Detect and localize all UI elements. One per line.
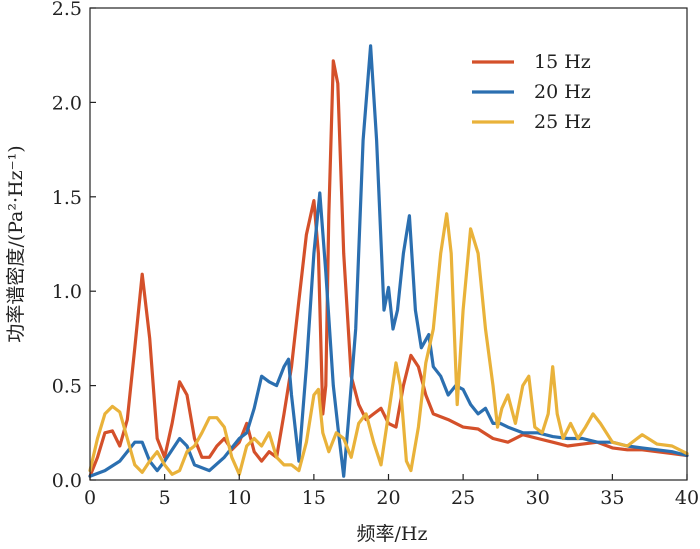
y-axis-ticks: 0.0 0.5 1.0 1.5 2.0 2.5 — [52, 0, 96, 492]
x-tick-label: 5 — [159, 487, 171, 509]
x-tick-label: 25 — [451, 487, 475, 509]
legend-label-1: 15 Hz — [534, 51, 591, 73]
legend-label-2: 20 Hz — [534, 81, 591, 103]
series-line-1 — [88, 59, 689, 478]
legend: 15 Hz 20 Hz 25 Hz — [472, 51, 591, 133]
x-tick-label: 20 — [376, 487, 400, 509]
y-tick-label: 0.0 — [52, 470, 82, 492]
y-tick-label: 1.5 — [52, 187, 82, 209]
series-line-3 — [88, 212, 689, 476]
x-tick-label: 0 — [84, 487, 96, 509]
y-tick-label: 1.0 — [52, 281, 82, 303]
x-axis-ticks: 0 5 10 15 20 25 30 35 40 — [84, 474, 699, 509]
y-tick-label: 0.5 — [52, 376, 82, 398]
series-layer — [88, 44, 689, 478]
y-axis-label: 功率谱密度/(Pa²·Hz⁻¹) — [5, 145, 27, 342]
x-tick-label: 10 — [227, 487, 251, 509]
series-line-2 — [88, 44, 689, 478]
x-tick-label: 30 — [526, 487, 550, 509]
x-axis-label: 频率/Hz — [357, 523, 428, 545]
legend-label-3: 25 Hz — [534, 111, 591, 133]
x-tick-label: 35 — [600, 487, 624, 509]
x-tick-label: 15 — [302, 487, 326, 509]
y-tick-label: 2.0 — [52, 92, 82, 114]
y-tick-label: 2.5 — [52, 0, 82, 20]
x-tick-label: 40 — [675, 487, 699, 509]
